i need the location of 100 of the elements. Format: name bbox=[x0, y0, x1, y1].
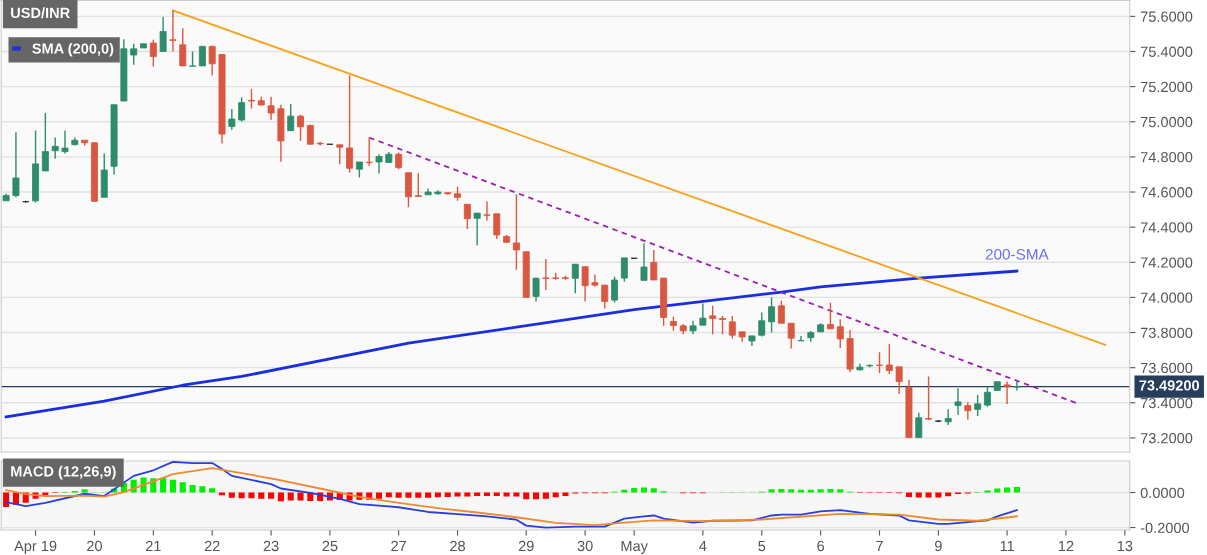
bar bbox=[562, 492, 569, 497]
x-tick-label: 20 bbox=[87, 540, 102, 552]
x-tick-label: Apr 19 bbox=[14, 540, 57, 555]
candlestick bbox=[885, 343, 893, 375]
candlestick bbox=[915, 412, 923, 439]
candlestick bbox=[493, 213, 501, 240]
bar bbox=[268, 492, 275, 499]
bar bbox=[513, 492, 520, 497]
bar bbox=[258, 492, 265, 499]
chart-title: MACD (12,26,9) bbox=[11, 465, 116, 480]
bar bbox=[1013, 486, 1020, 493]
candlestick bbox=[699, 302, 707, 326]
bar bbox=[209, 488, 216, 493]
y-tick-label: 74.2000 bbox=[1140, 257, 1193, 268]
x-tick-label: 6 bbox=[817, 540, 825, 552]
bar bbox=[542, 492, 549, 499]
x-tick-label: 29 bbox=[518, 540, 534, 552]
x-tick-label: 7 bbox=[876, 540, 883, 552]
candlestick bbox=[179, 27, 187, 67]
y-tick-label: -0.2000 bbox=[1140, 522, 1190, 533]
ref-line-label: 73.49200 bbox=[1139, 380, 1200, 391]
x-tick-label: 23 bbox=[263, 540, 279, 552]
candlestick bbox=[925, 375, 933, 421]
candlestick bbox=[463, 203, 471, 230]
y-tick-label: 74.4000 bbox=[1140, 222, 1193, 233]
candlestick bbox=[620, 257, 628, 283]
x-tick-label: 25 bbox=[322, 540, 338, 552]
x-tick-label: May bbox=[621, 540, 648, 555]
candlestick bbox=[787, 322, 795, 350]
bar bbox=[375, 492, 383, 499]
candlestick bbox=[640, 242, 648, 282]
y-tick-label: 75.4000 bbox=[1140, 46, 1193, 57]
candlestick bbox=[1013, 380, 1021, 392]
candlestick bbox=[826, 301, 834, 330]
candlestick bbox=[198, 45, 206, 67]
legend-label: SMA (200,0) bbox=[32, 43, 114, 57]
candlestick bbox=[797, 335, 805, 343]
candlestick bbox=[12, 131, 20, 198]
candlestick bbox=[159, 16, 167, 53]
bar bbox=[464, 492, 471, 497]
bar bbox=[169, 479, 176, 493]
bar bbox=[640, 487, 648, 493]
candlestick bbox=[876, 351, 883, 374]
candlestick bbox=[267, 95, 275, 121]
y-tick-label: 73.8000 bbox=[1140, 327, 1193, 338]
candlestick bbox=[414, 172, 422, 198]
candlestick bbox=[51, 136, 59, 160]
x-tick-label: 28 bbox=[450, 540, 466, 552]
candlestick bbox=[836, 318, 844, 349]
bar bbox=[768, 489, 775, 493]
candlestick bbox=[41, 112, 49, 172]
bar bbox=[650, 488, 657, 493]
y-tick-label: 73.6000 bbox=[1140, 362, 1193, 374]
candlestick bbox=[346, 74, 354, 174]
y-tick-label: 74.8000 bbox=[1140, 151, 1193, 163]
candlestick bbox=[728, 315, 736, 340]
bar bbox=[778, 489, 785, 493]
bar bbox=[503, 492, 510, 497]
x-tick-label: 30 bbox=[577, 540, 593, 552]
y-tick-label: 75.0000 bbox=[1140, 116, 1193, 128]
bar bbox=[405, 492, 412, 498]
candlestick bbox=[719, 315, 726, 335]
bar bbox=[797, 489, 805, 493]
bar bbox=[179, 482, 186, 493]
bar bbox=[277, 492, 284, 502]
bar bbox=[788, 489, 795, 493]
candlestick bbox=[581, 265, 589, 303]
candlestick bbox=[512, 193, 520, 271]
candlestick bbox=[611, 275, 619, 304]
x-tick-label: 21 bbox=[145, 540, 161, 552]
candlestick bbox=[532, 276, 540, 303]
bar bbox=[395, 492, 402, 498]
candlestick bbox=[964, 401, 972, 421]
candlestick bbox=[228, 108, 236, 131]
candlestick bbox=[954, 387, 962, 416]
x-tick-label: 11 bbox=[1000, 540, 1014, 552]
candlestick bbox=[130, 43, 138, 66]
candlestick bbox=[336, 144, 344, 165]
candlestick bbox=[650, 249, 658, 281]
bar bbox=[199, 486, 206, 493]
bar bbox=[994, 488, 1001, 493]
y-tick-label: 75.6000 bbox=[1140, 11, 1193, 22]
candlestick bbox=[591, 273, 599, 288]
candlestick bbox=[601, 284, 609, 310]
candlestick bbox=[768, 296, 776, 334]
candlestick bbox=[208, 44, 216, 77]
candlestick bbox=[542, 258, 550, 291]
bar bbox=[837, 489, 844, 493]
candlestick bbox=[895, 366, 903, 395]
bar bbox=[415, 492, 422, 498]
bar bbox=[1004, 487, 1011, 493]
candlestick bbox=[974, 394, 982, 417]
x-tick-label: 4 bbox=[699, 540, 707, 552]
bar bbox=[425, 492, 432, 498]
y-tick-label: 74.6000 bbox=[1140, 187, 1193, 198]
y-tick-label: 0.0000 bbox=[1140, 487, 1185, 498]
bar bbox=[297, 492, 304, 501]
bar bbox=[81, 489, 88, 493]
x-tick-label: 22 bbox=[204, 540, 220, 552]
x-tick-label: 5 bbox=[758, 540, 766, 552]
